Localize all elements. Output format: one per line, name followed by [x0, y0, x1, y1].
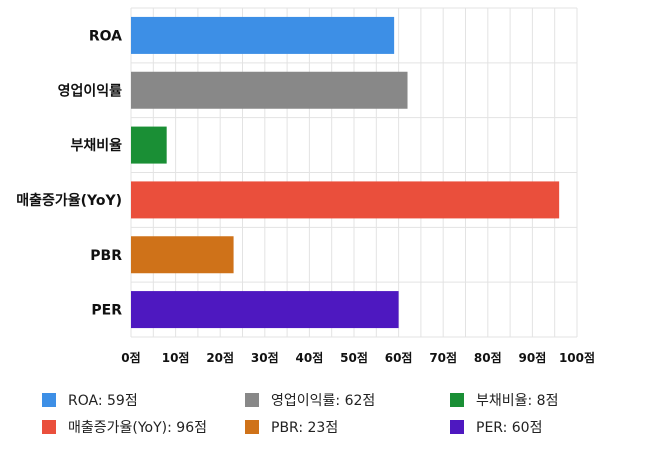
bar [131, 16, 395, 54]
bars [131, 16, 560, 329]
legend-swatch [42, 420, 56, 434]
x-tick-labels: 0점 10점 20점 30점 40점 50점 60점 70점 80점 90점 100점 [121, 350, 595, 365]
x-tick-label: 40점 [296, 350, 324, 365]
bar [131, 236, 234, 274]
x-tick-label: 50점 [340, 350, 368, 365]
legend-swatch [42, 393, 56, 407]
x-tick-label: 90점 [519, 350, 547, 365]
x-tick-label: 60점 [385, 350, 413, 365]
legend-swatch [450, 393, 464, 407]
x-tick-label: 20점 [206, 350, 234, 365]
bar [131, 181, 560, 219]
category-label: 부채비율 [70, 137, 122, 154]
legend-label: PBR: 23점 [271, 420, 339, 436]
legend-swatch [245, 393, 259, 407]
x-tick-label: 10점 [162, 350, 190, 365]
category-label: PER [91, 303, 122, 319]
legend-label: ROA: 59점 [68, 393, 138, 409]
legend-label: PER: 60점 [476, 420, 543, 436]
legend-item-per: PER: 60점 [450, 417, 542, 437]
x-tick-label: 30점 [251, 350, 279, 365]
legend-item-revenue-growth: 매출증가율(YoY): 96점 [42, 417, 207, 437]
x-tick-label: 70점 [429, 350, 457, 365]
category-label: ROA [89, 28, 122, 44]
legend-swatch [245, 420, 259, 434]
legend-label: 부채비율: 8점 [476, 393, 559, 409]
x-tick-label: 100점 [559, 350, 595, 365]
legend-item-pbr: PBR: 23점 [245, 417, 338, 437]
legend-swatch [450, 420, 464, 434]
category-label: 매출증가율(YoY) [16, 192, 122, 209]
grid-lines [130, 7, 578, 338]
bar [131, 71, 408, 109]
category-label: PBR [90, 248, 122, 264]
category-label: 영업이익률 [58, 82, 123, 99]
legend-item-roa: ROA: 59점 [42, 390, 138, 410]
x-tick-label: 0점 [121, 350, 140, 365]
x-tick-label: 80점 [474, 350, 502, 365]
legend-item-operating-margin: 영업이익률: 62점 [245, 390, 375, 410]
legend-item-debt-ratio: 부채비율: 8점 [450, 390, 558, 410]
bar [131, 126, 167, 164]
legend-label: 영업이익률: 62점 [271, 393, 376, 409]
legend-label: 매출증가율(YoY): 96점 [68, 420, 207, 436]
bar [131, 291, 399, 329]
